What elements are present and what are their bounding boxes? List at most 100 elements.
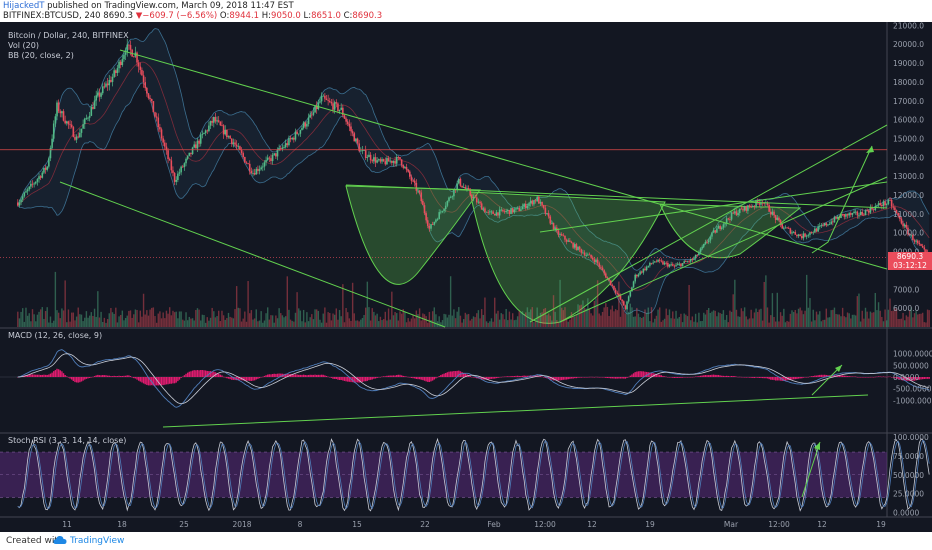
macd-histogram-bar <box>232 377 235 380</box>
chart-svg[interactable]: 21000.020000.019000.018000.017000.016000… <box>0 22 932 532</box>
volume-bar <box>611 305 614 327</box>
tradingview-brand[interactable]: TradingView <box>70 536 125 546</box>
descending-support-line <box>59 181 446 328</box>
candle-body <box>565 239 568 242</box>
volume-bar <box>431 311 434 327</box>
candle-body <box>835 216 837 219</box>
volume-bar <box>456 311 458 327</box>
candle-body <box>613 285 615 290</box>
volume-bar <box>823 319 826 327</box>
candle-body <box>763 203 766 204</box>
volume-bar <box>904 320 906 327</box>
volume-bar <box>704 314 707 327</box>
candle-body <box>848 213 850 216</box>
candle-body <box>21 196 24 200</box>
macd-histogram-bar <box>526 375 529 377</box>
macd-histogram-bar <box>657 374 659 377</box>
macd-histogram-bar <box>819 374 821 377</box>
macd-histogram-bar <box>760 377 762 379</box>
candle-body <box>69 124 71 126</box>
candle-body <box>245 162 248 164</box>
volume-bar <box>103 317 106 327</box>
macd-histogram-bar <box>791 377 793 380</box>
volume-bar <box>894 308 896 327</box>
candle-body <box>435 219 437 222</box>
projection-arrow <box>811 145 873 254</box>
volume-bar <box>75 316 78 327</box>
candle-body <box>389 160 391 162</box>
volume-bar <box>149 309 151 327</box>
volume-bar <box>283 317 285 327</box>
macd-histogram-bar <box>200 370 202 377</box>
volume-bar <box>224 319 226 327</box>
volume-bar <box>872 312 875 327</box>
macd-histogram-bar <box>227 377 230 379</box>
volume-bar <box>333 314 336 327</box>
volume-bar <box>484 297 486 327</box>
volume-bar <box>43 318 45 327</box>
macd-histogram-bar <box>311 374 313 377</box>
macd-histogram-bar <box>771 377 774 380</box>
volume-bar <box>382 319 385 327</box>
candle-body <box>446 200 449 206</box>
volume-bar <box>320 322 323 327</box>
publish-header: HijackedT published on TradingView.com, … <box>0 0 932 22</box>
macd-histogram-bar <box>93 376 96 377</box>
volume-bar <box>541 312 543 327</box>
macd-histogram-bar <box>652 373 654 377</box>
volume-bar <box>293 321 295 327</box>
macd-histogram-bar <box>88 377 91 378</box>
candle-body <box>146 88 148 94</box>
candle-body <box>216 120 218 122</box>
candle-body <box>786 227 788 229</box>
candle-body <box>627 296 630 302</box>
macd-histogram-bar <box>539 376 542 377</box>
macd-histogram-bar <box>889 376 891 378</box>
candle-body <box>827 224 829 226</box>
candle-body <box>386 158 388 165</box>
volume-bar <box>144 314 146 327</box>
volume-bar <box>97 291 99 327</box>
macd-histogram-bar <box>572 377 574 379</box>
volume-bar <box>108 313 110 327</box>
author-link[interactable]: HijackedT <box>3 1 45 11</box>
candle-body <box>796 234 798 237</box>
candle-body <box>655 261 658 263</box>
macd-histogram-bar <box>925 377 927 379</box>
macd-histogram-bar <box>843 375 845 377</box>
volume-bar <box>446 317 449 327</box>
volume-bar <box>347 312 349 327</box>
candle-body <box>244 156 246 163</box>
candle-body <box>510 208 512 214</box>
volume-bar <box>699 321 702 327</box>
candle-body <box>742 209 744 211</box>
macd-histogram-bar <box>923 377 925 379</box>
candle-body <box>712 230 715 233</box>
volume-bar <box>863 318 865 327</box>
candle-body <box>358 143 360 151</box>
candle-body <box>683 261 685 264</box>
candle-body <box>650 262 653 264</box>
macd-histogram-bar <box>260 377 262 378</box>
macd-histogram-bar <box>629 375 631 377</box>
volume-bar <box>634 316 636 327</box>
volume-bar <box>268 319 271 327</box>
volume-bar <box>190 318 192 327</box>
candle-body <box>479 201 481 204</box>
volume-bar <box>719 313 721 327</box>
candle-body <box>769 211 772 215</box>
candle-body <box>103 86 106 88</box>
candle-body <box>603 270 605 274</box>
candle-body <box>902 223 904 227</box>
macd-histogram-bar <box>371 377 373 380</box>
macd-histogram-bar <box>456 370 458 377</box>
volume-bar <box>177 318 179 327</box>
candle-body <box>841 213 844 215</box>
candle-body <box>515 208 517 210</box>
candle-body <box>544 207 547 214</box>
volume-bar <box>745 316 747 327</box>
candle-body <box>144 82 146 89</box>
candle-body <box>737 213 739 216</box>
candle-body <box>637 274 640 277</box>
volume-bar <box>319 319 321 327</box>
